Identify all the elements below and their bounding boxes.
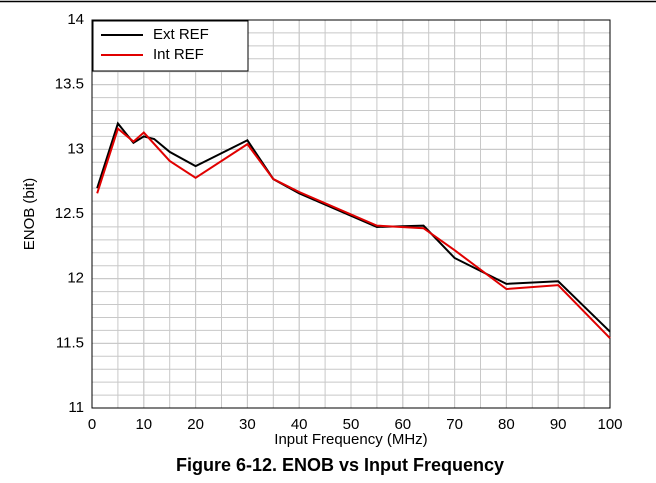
legend-label: Int REF — [153, 46, 204, 63]
y-tick-label: 13.5 — [55, 76, 84, 93]
chart-title: Figure 6-12. ENOB vs Input Frequency — [176, 455, 504, 475]
legend-label: Ext REF — [153, 26, 209, 43]
legend-box — [92, 20, 249, 72]
series-line — [96, 126, 611, 339]
x-tick-label: 70 — [446, 416, 463, 433]
x-tick-label: 60 — [394, 416, 411, 433]
x-tick-label: 10 — [135, 416, 152, 433]
x-tick-label: 0 — [88, 416, 96, 433]
series-line — [96, 121, 611, 333]
series-lines — [96, 121, 611, 339]
y-tick-label: 12.5 — [55, 205, 84, 222]
y-tick-label: 11.5 — [56, 334, 84, 351]
x-tick-label: 30 — [239, 416, 256, 433]
legend: Ext REF Int REF — [92, 20, 249, 72]
x-tick-label: 50 — [343, 416, 360, 433]
y-axis-label: ENOB (bit) — [21, 178, 38, 251]
grid — [91, 19, 611, 409]
y-tick-label: 12 — [67, 270, 84, 287]
x-tick-label: 40 — [291, 416, 308, 433]
x-tick-label: 90 — [550, 416, 567, 433]
x-tick-label: 80 — [498, 416, 515, 433]
y-tick-label: 14 — [67, 11, 84, 28]
x-axis-label: Input Frequency (MHz) — [274, 431, 427, 448]
x-tick-label: 100 — [597, 416, 622, 433]
x-tick-label: 20 — [187, 416, 204, 433]
plot-frame — [91, 19, 611, 409]
y-tick-label: 11 — [68, 399, 84, 416]
y-tick-label: 13 — [67, 140, 84, 157]
